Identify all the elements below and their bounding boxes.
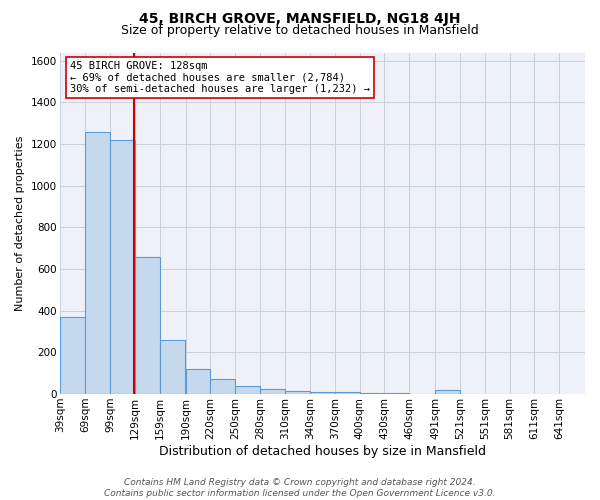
Bar [110, 140, 135, 394]
Text: Contains HM Land Registry data © Crown copyright and database right 2024.
Contai: Contains HM Land Registry data © Crown c… [104, 478, 496, 498]
Bar [185, 369, 211, 394]
X-axis label: Distribution of detached houses by size in Mansfield: Distribution of detached houses by size … [159, 444, 486, 458]
Bar [435, 390, 460, 394]
Bar [335, 392, 359, 394]
Bar [260, 389, 285, 394]
Text: 45 BIRCH GROVE: 128sqm
← 69% of detached houses are smaller (2,784)
30% of semi-: 45 BIRCH GROVE: 128sqm ← 69% of detached… [70, 61, 370, 94]
Y-axis label: Number of detached properties: Number of detached properties [15, 136, 25, 311]
Bar [135, 256, 160, 394]
Bar [61, 317, 85, 394]
Bar [235, 386, 260, 394]
Bar [310, 392, 335, 394]
Bar [85, 132, 110, 394]
Bar [160, 340, 185, 394]
Bar [285, 391, 310, 394]
Text: Size of property relative to detached houses in Mansfield: Size of property relative to detached ho… [121, 24, 479, 37]
Bar [211, 380, 235, 394]
Text: 45, BIRCH GROVE, MANSFIELD, NG18 4JH: 45, BIRCH GROVE, MANSFIELD, NG18 4JH [139, 12, 461, 26]
Bar [359, 393, 385, 394]
